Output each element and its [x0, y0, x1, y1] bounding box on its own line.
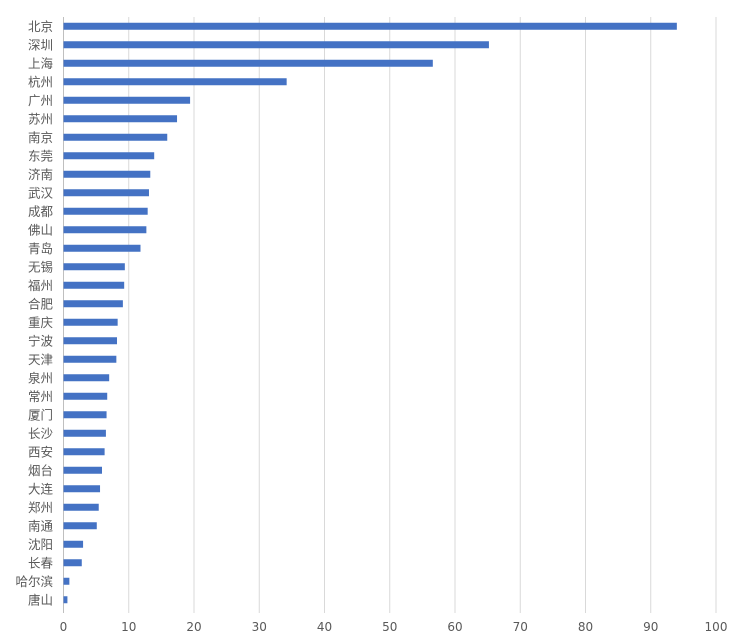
- category-label: 无锡: [28, 259, 53, 274]
- x-tick-label: 10: [121, 620, 136, 634]
- bar-29: [63, 559, 82, 567]
- bar-28: [63, 540, 84, 548]
- category-label: 大连: [28, 481, 54, 496]
- category-label: 重庆: [28, 315, 54, 330]
- bar-2: [63, 59, 433, 67]
- bar-30: [63, 577, 70, 585]
- bar-11: [63, 226, 147, 234]
- category-label: 杭州: [28, 74, 53, 89]
- x-tick-label: 20: [186, 620, 201, 634]
- category-label: 泉州: [28, 370, 53, 385]
- x-tick-label: 0: [60, 620, 68, 634]
- bar-12: [63, 244, 141, 252]
- category-label: 东莞: [28, 148, 53, 163]
- category-label: 广州: [28, 93, 53, 108]
- bar-23: [63, 448, 105, 456]
- bar-20: [63, 392, 108, 400]
- category-label: 南京: [28, 130, 53, 145]
- bar-7: [63, 152, 155, 160]
- category-label: 成都: [28, 204, 54, 219]
- category-label: 南通: [28, 518, 54, 533]
- bar-5: [63, 115, 178, 123]
- bar-27: [63, 522, 97, 530]
- x-tick-label: 30: [252, 620, 267, 634]
- bar-26: [63, 503, 99, 511]
- bar-31: [63, 596, 68, 604]
- x-tick-label: 90: [643, 620, 658, 634]
- category-label: 深圳: [28, 37, 53, 52]
- bar-17: [63, 337, 118, 345]
- bar-22: [63, 429, 106, 437]
- category-label: 北京: [28, 19, 53, 34]
- category-label: 宁波: [28, 333, 54, 348]
- category-label: 哈尔滨: [15, 574, 53, 589]
- category-label: 武汉: [28, 185, 54, 200]
- category-label: 厦门: [28, 407, 53, 422]
- bars: [63, 22, 677, 604]
- category-label: 福州: [28, 278, 53, 293]
- bar-1: [63, 41, 489, 49]
- bar-19: [63, 374, 110, 382]
- category-label: 长沙: [28, 426, 54, 441]
- bar-10: [63, 207, 148, 215]
- category-label: 长春: [28, 555, 54, 570]
- category-label: 合肥: [28, 296, 54, 311]
- category-label: 沈阳: [28, 537, 53, 552]
- x-tick-label: 60: [447, 620, 462, 634]
- bar-15: [63, 300, 123, 308]
- x-tick-label: 40: [317, 620, 332, 634]
- bar-13: [63, 263, 125, 271]
- bar-4: [63, 96, 191, 104]
- grid-lines: [63, 17, 717, 613]
- category-label: 苏州: [28, 111, 53, 126]
- bar-0: [63, 22, 677, 30]
- bar-24: [63, 466, 102, 474]
- bar-25: [63, 485, 101, 493]
- category-label: 西安: [28, 444, 53, 459]
- bar-3: [63, 78, 287, 86]
- x-tick-label: 50: [382, 620, 397, 634]
- bar-8: [63, 170, 151, 178]
- category-label: 常州: [28, 389, 53, 404]
- category-label: 唐山: [28, 592, 53, 607]
- category-label: 天津: [28, 352, 53, 367]
- x-tick-label: 80: [578, 620, 593, 634]
- bar-6: [63, 133, 168, 141]
- bar-21: [63, 411, 107, 419]
- bar-18: [63, 355, 117, 363]
- category-label: 郑州: [28, 500, 53, 515]
- category-label: 烟台: [28, 463, 53, 478]
- x-tick-label: 100: [705, 620, 728, 634]
- category-label: 佛山: [28, 222, 53, 237]
- bar-14: [63, 281, 125, 289]
- x-tick-labels: 0 10 20 30 40 50 60 70 80 90 100: [60, 620, 728, 634]
- bar-16: [63, 318, 118, 326]
- category-label: 济南: [28, 167, 53, 182]
- category-label: 上海: [28, 56, 54, 71]
- category-labels: 北京深圳上海杭州广州苏州南京东莞济南武汉成都佛山青岛无锡福州合肥重庆宁波天津泉州…: [15, 19, 53, 608]
- bar-9: [63, 189, 149, 197]
- category-label: 青岛: [28, 241, 53, 256]
- x-tick-label: 70: [513, 620, 528, 634]
